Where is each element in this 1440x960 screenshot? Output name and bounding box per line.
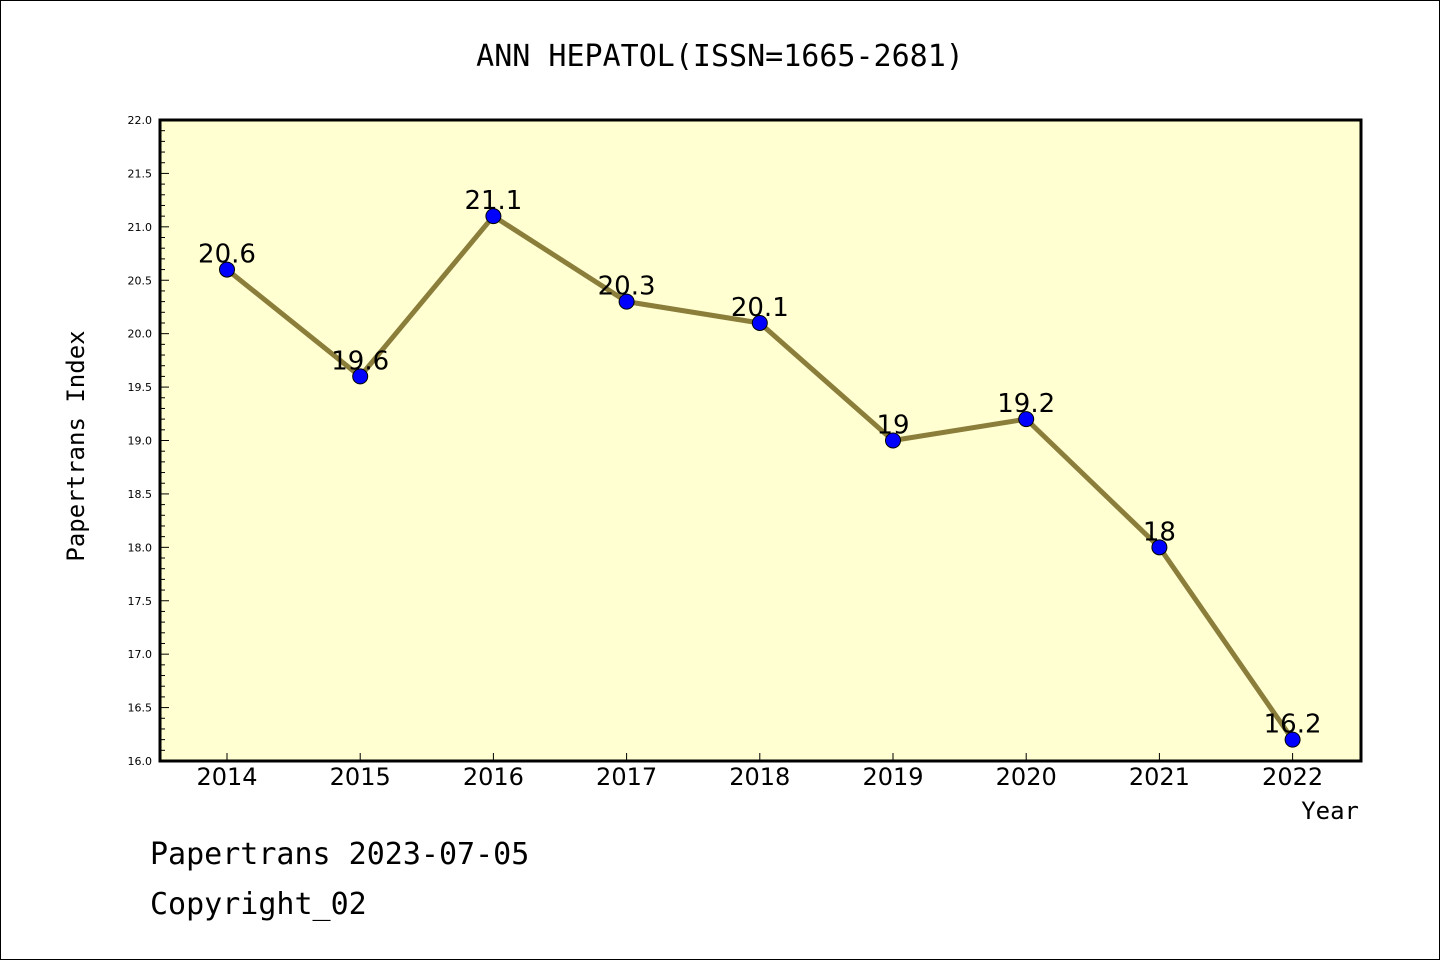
y-tick-label: 20.0 bbox=[128, 328, 153, 341]
data-label: 20.3 bbox=[598, 272, 656, 302]
x-tick-label: 2017 bbox=[596, 763, 657, 791]
data-label: 19.2 bbox=[997, 389, 1055, 419]
data-point bbox=[1151, 539, 1168, 556]
data-point bbox=[751, 314, 768, 331]
y-tick-label: 19.5 bbox=[128, 381, 153, 394]
y-tick-label: 22.0 bbox=[128, 114, 153, 127]
data-point bbox=[219, 261, 235, 278]
data-point bbox=[618, 293, 635, 310]
x-tick-label: 2016 bbox=[463, 763, 524, 791]
x-tick-label: 2020 bbox=[996, 763, 1057, 791]
y-tick-label: 17.5 bbox=[128, 595, 153, 608]
data-point bbox=[1018, 411, 1035, 428]
data-label: 20.6 bbox=[198, 240, 256, 270]
plot-area bbox=[158, 118, 1363, 763]
footer-date: Papertrans 2023-07-05 bbox=[150, 837, 529, 872]
data-label: 20.1 bbox=[731, 293, 789, 323]
data-point bbox=[1284, 731, 1301, 748]
data-label: 19 bbox=[876, 411, 909, 441]
data-label: 18 bbox=[1143, 517, 1176, 547]
data-label: 21.1 bbox=[464, 186, 522, 216]
x-tick-label: 2015 bbox=[330, 763, 391, 791]
y-tick-label: 21.5 bbox=[128, 167, 153, 180]
data-labels: 20.6 19.6 21.1 20.3 20.1 19 19.2 18 16.2 bbox=[198, 186, 1321, 739]
data-label: 16.2 bbox=[1264, 710, 1322, 740]
y-tick-label: 21.0 bbox=[128, 221, 153, 234]
footer-copyright: Copyright_02 bbox=[150, 887, 367, 922]
x-tick-label: 2018 bbox=[729, 763, 790, 791]
chart-title: ANN HEPATOL(ISSN=1665-2681) bbox=[476, 39, 964, 74]
x-tick-label: 2022 bbox=[1262, 763, 1323, 791]
y-tick-label: 16.0 bbox=[128, 755, 153, 768]
y-tick-label: 19.0 bbox=[128, 435, 153, 448]
y-tick-label: 18.0 bbox=[128, 541, 153, 554]
x-tick-label: 2019 bbox=[862, 763, 923, 791]
x-axis: 2014 2015 2016 2017 2018 2019 2020 2021 2022 bbox=[196, 753, 1323, 791]
y-tick-label: 18.5 bbox=[128, 488, 153, 501]
y-tick-label: 17.0 bbox=[128, 648, 153, 661]
y-tick-label: 16.5 bbox=[128, 702, 153, 715]
data-point bbox=[885, 432, 901, 449]
y-axis: 16.0 16.5 17.0 17.5 18.0 18.5 19.0 19.5 20.0 20.5… bbox=[128, 114, 169, 768]
y-axis-label: Papertrans Index bbox=[62, 330, 90, 561]
series-layer bbox=[219, 208, 1301, 748]
data-label: 19.6 bbox=[331, 346, 389, 376]
x-axis-label: Year bbox=[1301, 797, 1359, 825]
data-point bbox=[352, 368, 369, 385]
x-tick-label: 2014 bbox=[196, 763, 257, 791]
data-point bbox=[485, 208, 502, 225]
y-tick-label: 20.5 bbox=[128, 274, 153, 287]
x-tick-label: 2021 bbox=[1129, 763, 1190, 791]
